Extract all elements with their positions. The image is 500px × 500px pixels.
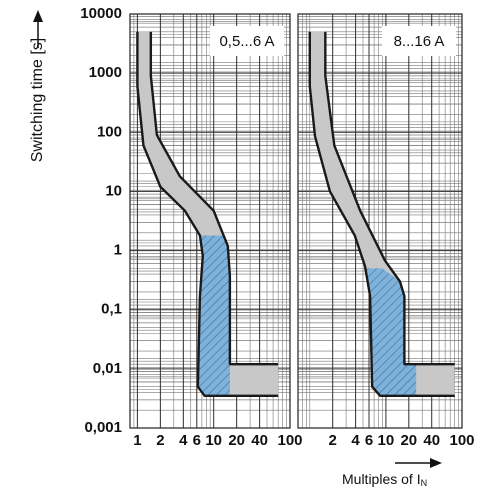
upper-curve [324,31,455,366]
y-tick-label: 0,1 [101,301,122,318]
lower-curve [136,31,279,398]
x-tick-label: 6 [365,432,373,449]
panel-label-box [210,26,284,56]
upper-curve [149,31,279,366]
y-axis-label: Switching time [s] [29,38,46,162]
x-tick-label: 4 [179,432,188,449]
y-tick-label: 1 [114,242,122,259]
tripping-band [137,31,279,396]
panel-label: 0,5...6 A [219,33,274,50]
lower-curve [308,31,455,398]
y-arrow-head [33,10,43,22]
plots: 0,5...6 A1 2 4 6 10 20 40 1001000010001001010,1… [80,5,474,449]
x-tick-label: 10 [378,432,395,449]
x-arrow-head [430,458,442,468]
x-tick-label: 40 [423,432,440,449]
x-tick-label: 40 [251,432,268,449]
plot-frame [129,13,291,429]
y-tick-label: 100 [97,123,122,140]
zone-hatch [197,235,230,396]
x-axis-label-main: Multiples of I [342,471,421,487]
x-tick-label: 4 [351,432,360,449]
y-tick-label: 0,01 [93,360,122,377]
x-tick-label: 1 [133,432,141,449]
panel-label: 8...16 A [394,33,445,50]
x-tick-label: 2 [329,432,337,449]
x-tick-label: 2 [156,432,164,449]
y-tick-label: 0,001 [84,419,122,436]
y-tick-label: 10000 [80,5,122,22]
x-tick-label: 100 [449,432,474,449]
y-tick-label: 10 [105,182,122,199]
panel-label-box [382,26,456,56]
x-tick-label: 6 [193,432,201,449]
x-tick-label: 20 [228,432,245,449]
x-tick-label: 20 [400,432,417,449]
plot-frame [297,13,463,429]
y-tick-label: 1000 [89,64,122,81]
x-axis-label: Multiples of IN [342,471,427,489]
x-axis-label-sub: N [421,478,428,488]
x-tick-label: 100 [277,432,302,449]
x-tick-label: 10 [205,432,222,449]
